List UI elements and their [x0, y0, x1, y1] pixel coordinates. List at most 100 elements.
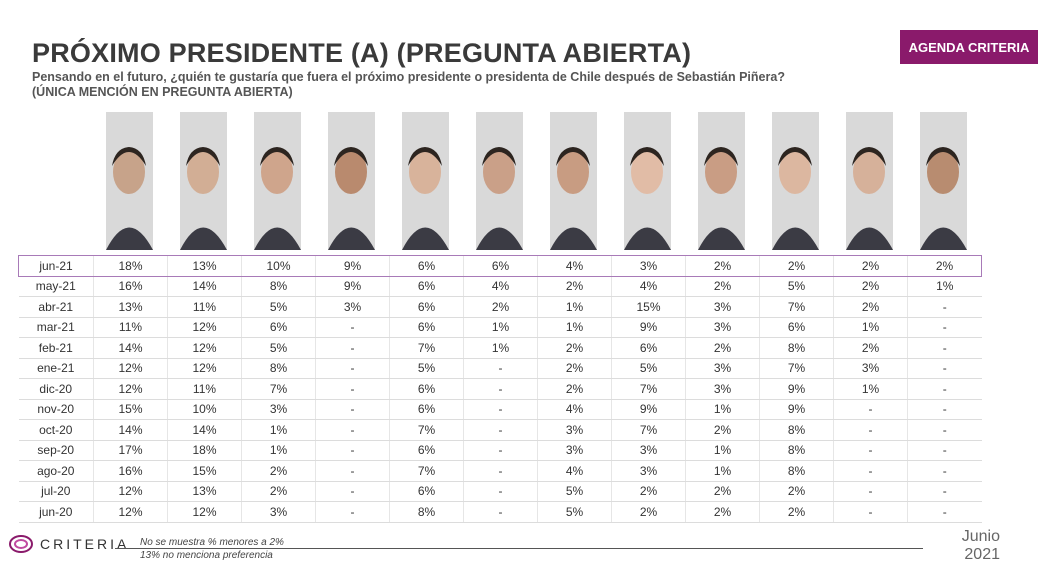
portrait-part: [846, 227, 893, 250]
row-label: jul-20: [18, 481, 94, 502]
cell: -: [463, 358, 538, 379]
cell: 5%: [241, 337, 316, 359]
cell: 13%: [167, 481, 242, 502]
table-row: feb-21 14% 12% 5% -7% 1% 2% 6% 2% 8% 2% -: [18, 337, 982, 359]
cell: -: [315, 419, 390, 441]
cell: 15%: [93, 399, 168, 420]
row-label: feb-21: [18, 337, 94, 359]
cell: -: [907, 337, 982, 359]
cell: 2%: [759, 481, 834, 502]
cell: 2%: [759, 501, 834, 523]
cell: 17%: [93, 440, 168, 461]
cell: 3%: [685, 358, 760, 379]
portrait-part: [408, 147, 442, 166]
cell: 1%: [537, 296, 612, 318]
cell: 3%: [611, 255, 686, 277]
table-row: abr-21 13% 11% 5% 3% 6% 2% 1% 15% 3% 7% 2% -: [18, 296, 982, 318]
cell: 3%: [685, 317, 760, 338]
portrait-part: [927, 150, 959, 194]
cell: 2%: [833, 337, 908, 359]
cell: 1%: [463, 317, 538, 338]
cell: 1%: [537, 317, 612, 338]
portrait-part: [556, 147, 590, 166]
portrait-part: [187, 150, 219, 194]
rule: [115, 548, 923, 549]
cell: -: [833, 501, 908, 523]
cell: 1%: [833, 317, 908, 338]
cell: 6%: [389, 440, 464, 461]
cell: 10%: [167, 399, 242, 420]
cell: -: [463, 440, 538, 461]
row-label: sep-20: [18, 440, 94, 461]
cell: 7%: [241, 378, 316, 400]
cell: -: [833, 460, 908, 482]
cell: 12%: [167, 501, 242, 523]
table-row: jun-20 12% 12% 3% -8% -5% 2% 2% 2% - -: [18, 501, 982, 523]
table-row: ago-20 16% 15% 2% -7% -4% 3% 1% 8% - -: [18, 460, 982, 482]
subtitle: (ÚNICA MENCIÓN EN PREGUNTA ABIERTA): [32, 85, 293, 99]
cell: 4%: [611, 276, 686, 297]
cell: -: [907, 501, 982, 523]
table-row: mar-21 11% 12% 6% -6% 1% 1% 9% 3% 6% 1% -: [18, 317, 982, 338]
portrait-part: [624, 227, 671, 250]
cell: 1%: [685, 460, 760, 482]
portrait-part: [772, 227, 819, 250]
cell: 5%: [611, 358, 686, 379]
cell: 2%: [241, 460, 316, 482]
cell: 5%: [537, 481, 612, 502]
cell: 2%: [537, 276, 612, 297]
cell: 1%: [241, 419, 316, 441]
cell: 3%: [685, 378, 760, 400]
data-table: jun-21 18% 13% 10% 9% 6% 6% 4% 3% 2% 2% 2% 2% may-21 1…: [18, 255, 982, 523]
cell: -: [315, 317, 390, 338]
cell: 4%: [537, 399, 612, 420]
cell: 12%: [93, 358, 168, 379]
cell: 6%: [389, 481, 464, 502]
cell: 2%: [833, 296, 908, 318]
cell: 9%: [611, 317, 686, 338]
cell: 1%: [685, 399, 760, 420]
cell: -: [463, 399, 538, 420]
cell: 8%: [389, 501, 464, 523]
cell: 8%: [241, 276, 316, 297]
cell: -: [463, 501, 538, 523]
table-row: may-21 16% 14% 8% 9% 6% 4% 2% 4% 2% 5% 2% 1%: [18, 276, 982, 297]
cell: 2%: [685, 501, 760, 523]
cell: 6%: [463, 255, 538, 277]
portrait-part: [402, 227, 449, 250]
cell: 15%: [611, 296, 686, 318]
date-month: Junio: [961, 528, 1000, 545]
portrait-part: [704, 147, 738, 166]
row-label: dic-20: [18, 378, 94, 400]
cell: 3%: [611, 440, 686, 461]
cell: 7%: [389, 337, 464, 359]
portrait-part: [920, 227, 967, 250]
cell: 6%: [389, 317, 464, 338]
cell: -: [463, 460, 538, 482]
portrait-part: [254, 227, 301, 250]
cell: -: [833, 399, 908, 420]
cell: 2%: [685, 337, 760, 359]
logo-text: CRITERIA: [40, 536, 130, 552]
cell: 8%: [241, 358, 316, 379]
cell: 14%: [93, 337, 168, 359]
cell: 4%: [537, 255, 612, 277]
cell: -: [907, 317, 982, 338]
cell: -: [907, 358, 982, 379]
cell: 9%: [759, 399, 834, 420]
cell: -: [463, 481, 538, 502]
cell: 5%: [759, 276, 834, 297]
cell: 2%: [833, 255, 908, 277]
row-label: jun-20: [18, 501, 94, 523]
cell: 2%: [611, 501, 686, 523]
cell: 3%: [833, 358, 908, 379]
portrait-part: [334, 147, 368, 166]
cell: -: [315, 440, 390, 461]
cell: 13%: [93, 296, 168, 318]
portrait-part: [557, 150, 589, 194]
cell: 2%: [241, 481, 316, 502]
note: No se muestra % menores a 2%: [140, 537, 284, 548]
cell: -: [907, 460, 982, 482]
cell: -: [907, 378, 982, 400]
